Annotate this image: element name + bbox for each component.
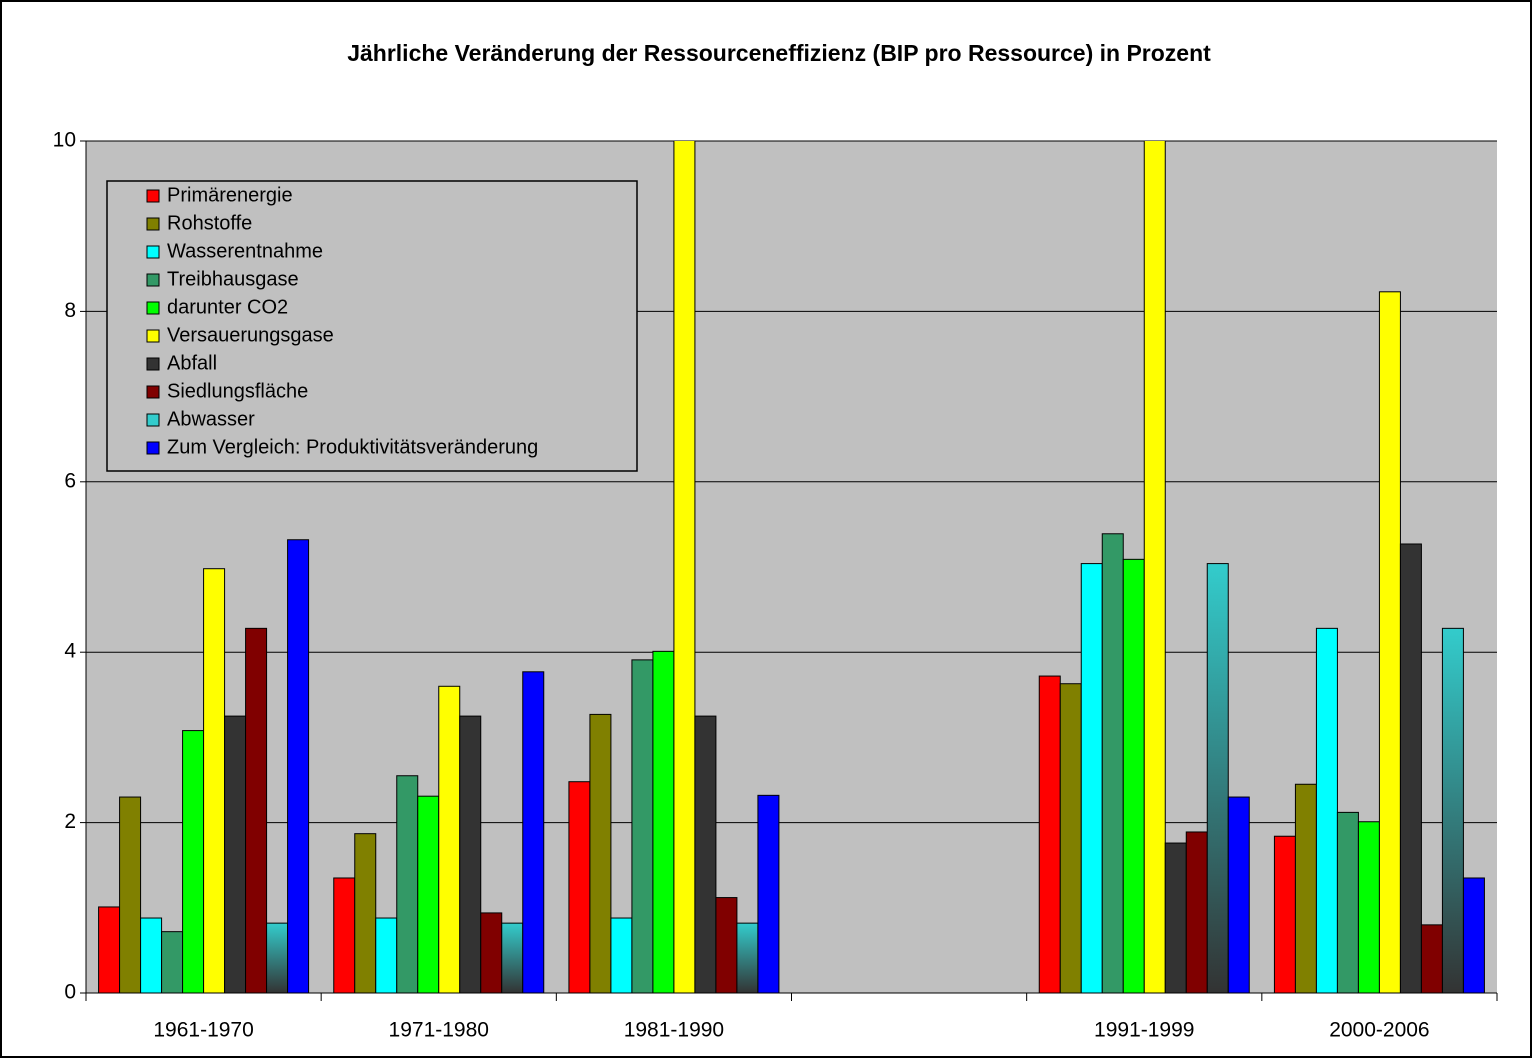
bar (522, 671, 545, 993)
bar (119, 796, 142, 993)
legend-label: Primärenergie (167, 184, 293, 206)
legend-label: darunter CO2 (167, 296, 288, 318)
bar (1059, 683, 1082, 993)
bar (354, 833, 377, 993)
x-tick-label: 1991-1999 (1094, 1019, 1194, 1042)
bar (480, 912, 503, 993)
legend-label: Versauerungsgase (167, 324, 334, 346)
bar (1227, 796, 1250, 993)
bar (161, 931, 184, 993)
bar (245, 627, 268, 993)
bar (140, 917, 163, 993)
bar (610, 917, 633, 993)
legend-swatch (146, 189, 160, 203)
legend-box (106, 180, 638, 472)
bar (1399, 543, 1422, 993)
bar (1206, 563, 1229, 993)
x-tick-label: 1961-1970 (153, 1019, 253, 1042)
legend-label: Abfall (167, 352, 217, 374)
bar (694, 715, 717, 993)
bar (568, 781, 591, 993)
y-tick-label: 0 (64, 981, 76, 1004)
bar (1336, 811, 1359, 993)
bar (459, 715, 482, 993)
legend-label: Wasserentnahme (167, 240, 323, 262)
legend-label: Rohstoffe (167, 212, 252, 234)
x-tick-label: 2000-2006 (1329, 1019, 1429, 1042)
legend-swatch (146, 329, 160, 343)
y-tick-label: 6 (64, 469, 76, 492)
legend-swatch (146, 413, 160, 427)
y-tick-label: 4 (64, 640, 76, 663)
bar (287, 539, 310, 993)
bar (652, 650, 675, 993)
chart-title: Jährliche Veränderung der Ressourceneffi… (347, 40, 1211, 66)
legend-label: Treibhausgase (167, 268, 299, 290)
bar (1441, 627, 1464, 993)
bar (396, 775, 419, 993)
x-tick-label: 1971-1980 (389, 1019, 489, 1042)
legend-swatch (146, 441, 160, 455)
bar (1294, 783, 1317, 993)
legend-swatch (146, 217, 160, 231)
legend-label: Abwasser (167, 408, 255, 430)
bar (757, 794, 780, 993)
legend-label: Siedlungsfläche (167, 380, 308, 402)
legend-swatch (146, 301, 160, 315)
bar (203, 568, 226, 993)
bar (715, 897, 738, 993)
bar (1038, 675, 1061, 993)
bar (631, 659, 654, 993)
bar (1101, 533, 1124, 993)
bar (736, 922, 759, 993)
bar (417, 795, 440, 993)
legend-swatch (146, 245, 160, 259)
y-tick-label: 8 (64, 299, 76, 322)
x-tick-label: 1981-1990 (624, 1019, 724, 1042)
bar (375, 917, 398, 993)
bar (1357, 821, 1380, 993)
legend-swatch (146, 385, 160, 399)
legend-swatch (146, 357, 160, 371)
legend-label: Zum Vergleich: Produktivitätsveränderung (167, 436, 538, 458)
bar (1273, 835, 1296, 993)
bar (1164, 842, 1187, 993)
y-tick-label: 10 (53, 129, 76, 152)
bar (1420, 924, 1443, 993)
bar (673, 141, 696, 993)
bar (1080, 563, 1103, 993)
y-tick-label: 2 (64, 810, 76, 833)
bar (224, 715, 247, 993)
legend-swatch (146, 273, 160, 287)
bar (1185, 831, 1208, 993)
bar (1378, 291, 1401, 993)
bar (1143, 141, 1166, 993)
bar (501, 922, 524, 993)
bar (182, 730, 205, 993)
bar (98, 906, 121, 993)
bar (589, 713, 612, 993)
bar (438, 685, 461, 993)
bar (1122, 558, 1145, 993)
bar (1462, 877, 1485, 993)
bar (266, 922, 289, 993)
bar (333, 877, 356, 993)
bar (1315, 627, 1338, 993)
